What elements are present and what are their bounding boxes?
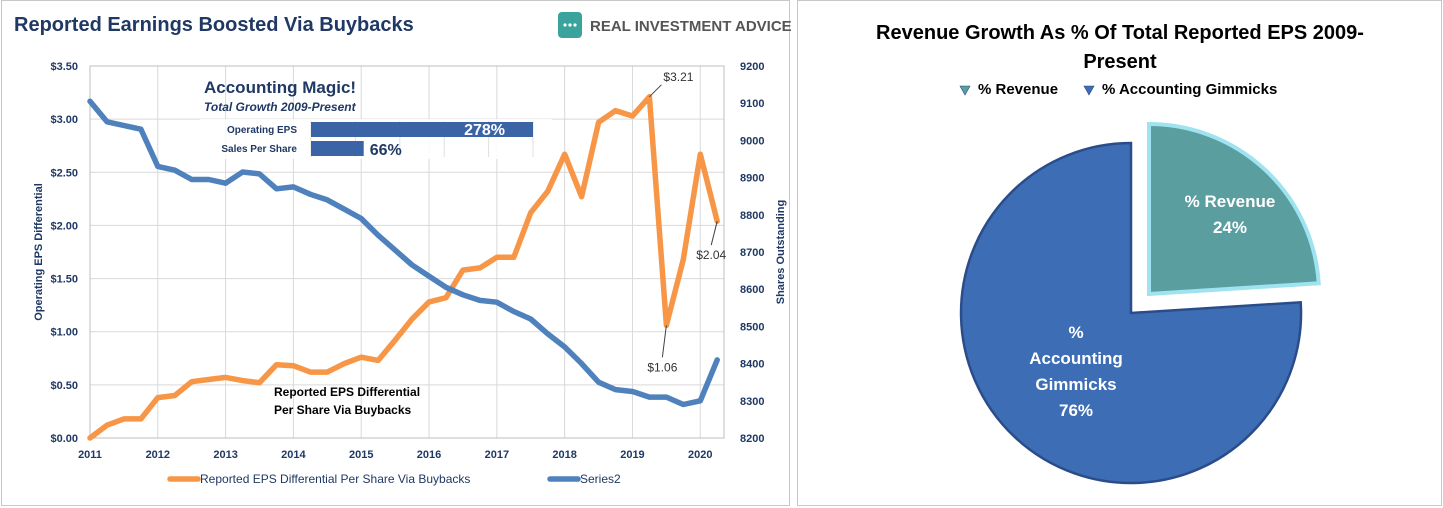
annotation-leader xyxy=(710,221,718,246)
y2-tick-label: 8200 xyxy=(740,433,764,445)
x-tick-label: 2015 xyxy=(349,449,373,461)
y-tick-label: $1.50 xyxy=(50,274,78,286)
legend-label: Series2 xyxy=(580,472,621,486)
annotation-label: $1.06 xyxy=(647,360,677,374)
pie-slice-accounting-gimmicks xyxy=(959,141,1303,485)
inset-bar xyxy=(311,141,364,156)
pie-slice-label: Gimmicks xyxy=(1035,375,1116,394)
annotation-label: $2.04 xyxy=(696,248,726,262)
y2-tick-label: 8700 xyxy=(740,247,764,259)
brand-name: REAL INVESTMENT ADVICE xyxy=(590,18,791,35)
legend-marker xyxy=(959,85,971,96)
pie-title-line1: Revenue Growth As % Of Total Reported EP… xyxy=(876,22,1364,44)
y2-tick-label: 8600 xyxy=(740,284,764,296)
x-tick-label: 2017 xyxy=(485,449,509,461)
x-tick-label: 2011 xyxy=(78,449,102,461)
legend-marker xyxy=(1083,85,1095,96)
eps-buyback-chart-panel: Reported Earnings Boosted Via Buybacks R… xyxy=(1,0,791,506)
y2-tick-label: 8800 xyxy=(740,210,764,222)
x-tick-label: 2018 xyxy=(552,449,576,461)
y-tick-label: $2.50 xyxy=(50,167,78,179)
annotation-label: $3.21 xyxy=(663,70,693,84)
y-tick-label: $1.00 xyxy=(50,327,78,339)
x-tick-label: 2016 xyxy=(417,449,441,461)
inset-subtitle: Total Growth 2009-Present xyxy=(204,100,357,114)
accounting-magic-inset: Accounting Magic! Total Growth 2009-Pres… xyxy=(200,78,552,159)
y2-tick-label: 9200 xyxy=(740,61,764,73)
y2-tick-label: 9100 xyxy=(740,98,764,110)
inset-bar xyxy=(311,122,533,137)
revenue-growth-pie-chart: Revenue Growth As % Of Total Reported EP… xyxy=(876,22,1364,485)
inset-title: Accounting Magic! xyxy=(204,78,356,97)
y2-tick-label: 8900 xyxy=(740,173,764,185)
y2-tick-label: 8400 xyxy=(740,359,764,371)
pie-slice-label: 24% xyxy=(1213,218,1247,237)
y-tick-label: $3.50 xyxy=(50,61,78,73)
x-tick-label: 2012 xyxy=(146,449,170,461)
y-tick-label: $2.00 xyxy=(50,220,78,232)
legend-label: Reported EPS Differential Per Share Via … xyxy=(200,472,470,486)
revenue-growth-pie-panel: Revenue Growth As % Of Total Reported EP… xyxy=(797,0,1442,506)
pie-slice-revenue xyxy=(1147,121,1321,297)
y2-tick-label: 8500 xyxy=(740,321,764,333)
pie-slice-label: % xyxy=(1068,323,1083,342)
y-tick-label: $3.00 xyxy=(50,114,78,126)
chart-title: Reported Earnings Boosted Via Buybacks xyxy=(14,14,414,36)
inset-bar-label: Sales Per Share xyxy=(221,144,297,155)
y2-tick-label: 9000 xyxy=(740,135,764,147)
annotation-leader xyxy=(649,84,662,98)
y-tick-label: $0.00 xyxy=(50,433,78,445)
inset-bar-value: 278% xyxy=(464,122,505,139)
y2-tick-label: 8300 xyxy=(740,396,764,408)
pie-slice-label: % Revenue xyxy=(1185,192,1276,211)
x-tick-label: 2013 xyxy=(213,449,237,461)
legend-label: % Accounting Gimmicks xyxy=(1102,81,1277,98)
inset-bar-label: Operating EPS xyxy=(227,125,297,136)
x-tick-label: 2014 xyxy=(281,449,306,461)
y-axis-title: Operating EPS Differential xyxy=(33,183,45,321)
pie-slice-label: Accounting xyxy=(1029,349,1123,368)
y-tick-label: $0.50 xyxy=(50,380,78,392)
brand-logo: REAL INVESTMENT ADVICE xyxy=(558,12,791,38)
pie-slice-label: 76% xyxy=(1059,401,1093,420)
plot-area xyxy=(89,65,725,439)
x-tick-label: 2019 xyxy=(620,449,644,461)
series2-line xyxy=(87,98,720,408)
pie-title-line2: Present xyxy=(1083,51,1157,73)
annotation-leader xyxy=(661,325,667,358)
y2-axis-title: Shares Outstanding xyxy=(775,200,787,305)
eps-buyback-chart: Reported Earnings Boosted Via Buybacks R… xyxy=(14,12,791,486)
series-label-line2: Per Share Via Buybacks xyxy=(274,403,412,417)
legend-label: % Revenue xyxy=(978,81,1058,98)
inset-bar-value: 66% xyxy=(370,142,402,159)
series-label-line1: Reported EPS Differential xyxy=(274,385,420,399)
eps-differential-line xyxy=(87,94,720,441)
x-tick-label: 2020 xyxy=(688,449,712,461)
